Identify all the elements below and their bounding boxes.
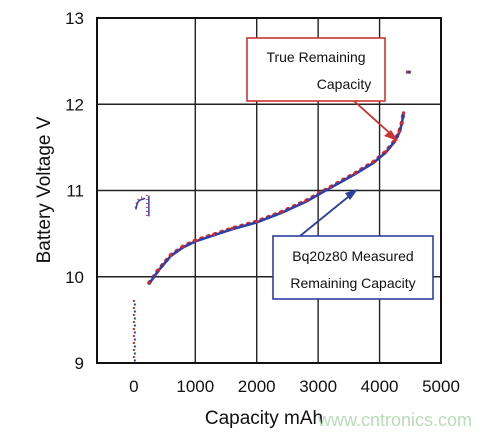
annotation-arrowhead <box>384 130 398 141</box>
residual-dot <box>132 314 135 316</box>
annotation-true-remaining: True Remaining Capacity <box>246 37 398 141</box>
plot-frame <box>96 17 442 364</box>
x-tick-label: 1000 <box>176 377 214 396</box>
data-point <box>304 199 308 203</box>
data-point <box>400 121 404 125</box>
residual-dot <box>132 356 135 358</box>
data-point <box>212 232 216 237</box>
y-ticks: 9 10 11 12 13 <box>65 9 84 373</box>
y-tick-label: 9 <box>75 354 84 373</box>
annotation-arrowhead <box>345 189 358 200</box>
annotation-box <box>246 37 386 102</box>
residual-dot <box>133 310 136 313</box>
annotation-arrow <box>299 192 354 237</box>
data-point <box>401 111 406 115</box>
residual-dot <box>132 349 135 351</box>
y-tick-label: 13 <box>65 9 84 28</box>
data-point <box>156 268 161 272</box>
residual-dot <box>133 317 136 320</box>
residual-dot <box>132 328 135 330</box>
annotation-line-1: True Remaining <box>266 49 365 65</box>
residual-dot <box>405 70 409 74</box>
y-tick-label: 10 <box>65 268 84 287</box>
series-points-true-remaining <box>147 111 406 285</box>
residual-dot <box>132 307 135 309</box>
x-axis-title: Capacity mAh <box>205 408 323 429</box>
residual-dot <box>407 70 411 74</box>
data-point <box>397 130 401 134</box>
residual-dot <box>133 345 136 348</box>
annotation-arrow <box>353 100 394 137</box>
data-point <box>384 150 388 154</box>
annotation-line-1: Bq20z80 Measured <box>292 248 413 264</box>
data-point <box>147 281 151 285</box>
residual-dot <box>133 338 136 341</box>
data-point <box>371 160 376 164</box>
residual-markers <box>132 70 411 362</box>
data-point <box>328 185 333 189</box>
data-point <box>279 210 283 214</box>
y-tick-label: 12 <box>65 95 84 114</box>
residual-dot <box>132 321 135 323</box>
annotation-bq20z80: Bq20z80 Measured Remaining Capacity <box>272 189 434 300</box>
residual-dot <box>133 352 136 355</box>
residual-dot <box>133 359 136 362</box>
residual-dot <box>132 342 135 344</box>
data-point <box>181 244 185 249</box>
data-point <box>353 171 357 175</box>
data-point <box>255 219 259 224</box>
annotation-line-2: Remaining Capacity <box>290 275 415 291</box>
residual-dot <box>132 300 135 302</box>
y-axis-title: Battery Voltage V <box>34 116 55 263</box>
residual-dot <box>133 303 136 306</box>
residual-curve-blue <box>135 197 146 210</box>
residual-dot <box>133 331 136 334</box>
annotation-line-2: Capacity <box>317 76 371 92</box>
data-point <box>169 253 173 257</box>
residual-dot <box>132 335 135 337</box>
annotation-box <box>272 235 434 300</box>
x-tick-label: 3000 <box>299 377 337 396</box>
watermark: www.cntronics.com <box>317 410 472 430</box>
x-tick-label: 2000 <box>238 377 276 396</box>
x-tick-label: 0 <box>129 377 138 396</box>
data-point <box>230 226 234 231</box>
x-tick-label: 4000 <box>361 377 399 396</box>
x-ticks: 0 1000 2000 3000 4000 5000 <box>129 377 460 396</box>
y-tick-label: 11 <box>66 182 84 201</box>
data-point <box>193 238 197 243</box>
x-tick-label: 5000 <box>422 377 460 396</box>
residual-dot <box>133 324 136 327</box>
